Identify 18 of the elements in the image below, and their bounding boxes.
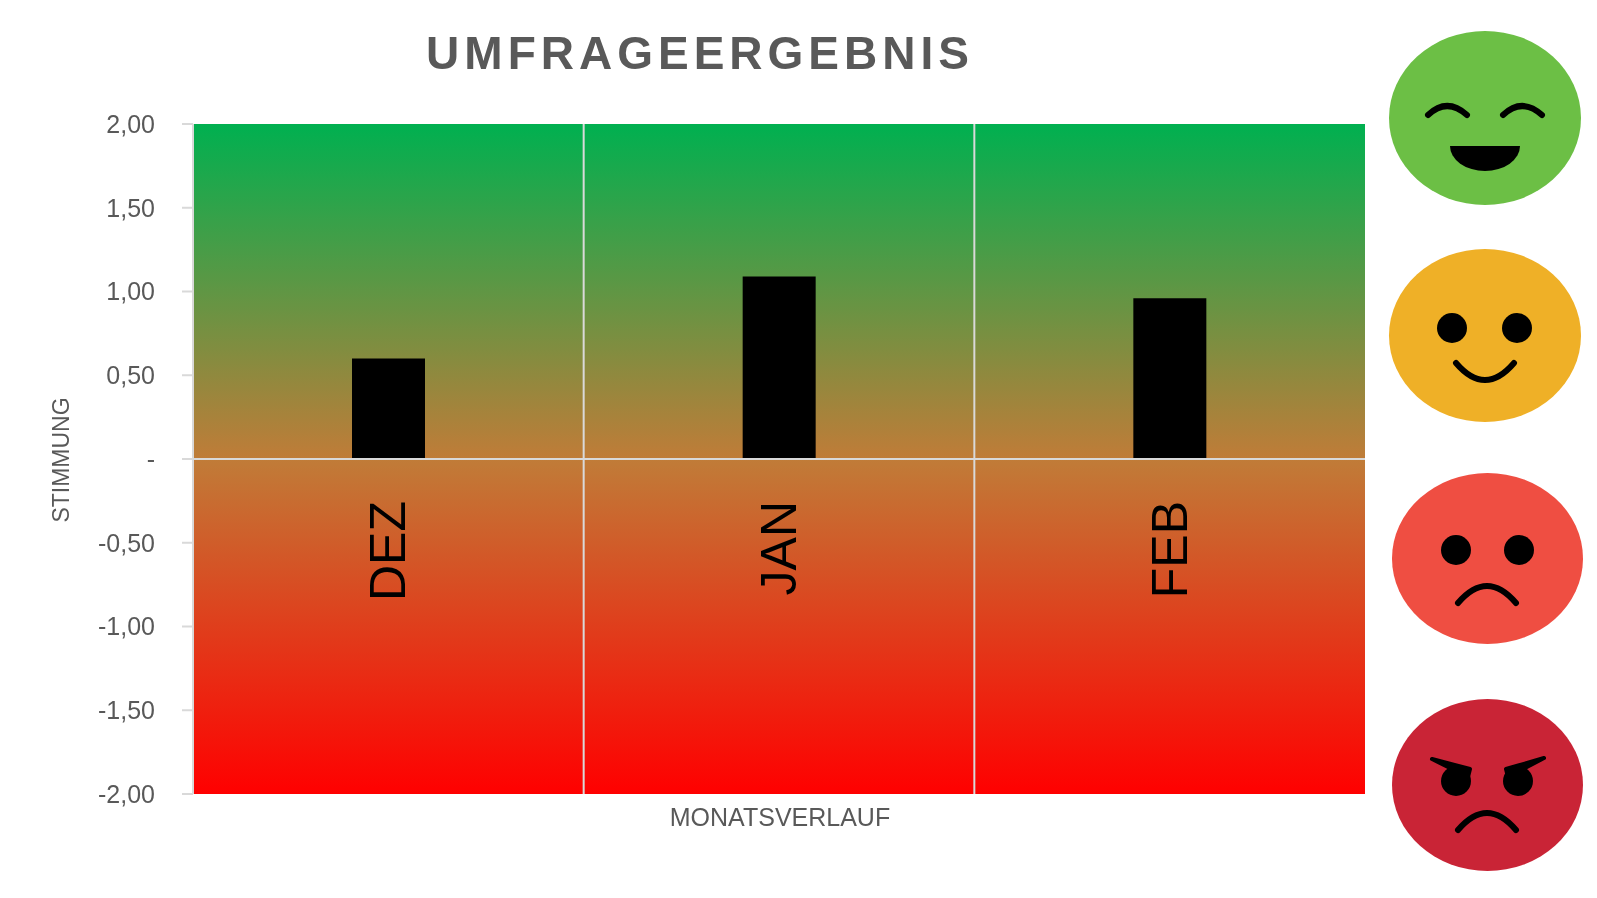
y-tick-label: 2,00 <box>106 109 155 138</box>
x-tick-label: JAN <box>751 501 807 596</box>
x-tick-label: FEB <box>1141 501 1198 599</box>
y-tick-label: -1,00 <box>98 612 155 641</box>
x-axis-title: MONATSVERLAUF <box>669 802 891 831</box>
y-tick-label: - <box>146 444 155 473</box>
bar <box>352 358 425 459</box>
y-tick-label: -2,00 <box>98 779 155 808</box>
y-tick-label: 1,00 <box>106 277 155 306</box>
x-tick-label: DEZ <box>360 501 417 601</box>
y-tick-label: 1,50 <box>106 193 155 222</box>
y-tick-label: -1,50 <box>98 696 155 725</box>
chart-title: UMFRAGEERGEBNIS <box>426 27 974 79</box>
y-tick-label: -0,50 <box>98 528 155 557</box>
bar <box>1133 298 1207 459</box>
bar <box>742 276 816 459</box>
y-tick-label: 0,50 <box>106 361 155 390</box>
y-axis-title: STIMMUNG <box>47 397 74 523</box>
